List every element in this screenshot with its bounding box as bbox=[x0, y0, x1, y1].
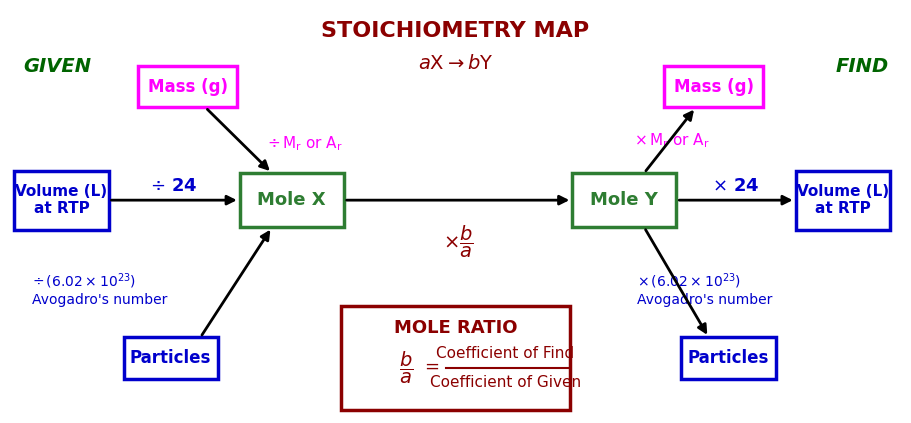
Text: Coefficient of Find: Coefficient of Find bbox=[436, 346, 574, 361]
Text: Mass (g): Mass (g) bbox=[148, 78, 228, 96]
Text: GIVEN: GIVEN bbox=[24, 58, 92, 77]
Text: FIND: FIND bbox=[835, 58, 888, 77]
FancyBboxPatch shape bbox=[240, 173, 343, 227]
Text: $\div\,(6.02\times10^{23})$
Avogadro's number: $\div\,(6.02\times10^{23})$ Avogadro's n… bbox=[32, 271, 167, 307]
Text: $\div$ 24: $\div$ 24 bbox=[150, 177, 198, 195]
Text: $\times\,\mathrm{M_r}$ or $\mathrm{A_r}$: $\times\,\mathrm{M_r}$ or $\mathrm{A_r}$ bbox=[634, 132, 710, 150]
Text: $\times\,(6.02\times10^{23})$
Avogadro's number: $\times\,(6.02\times10^{23})$ Avogadro's… bbox=[637, 271, 773, 307]
Text: $\times\dfrac{b}{a}$: $\times\dfrac{b}{a}$ bbox=[443, 224, 474, 260]
Text: Coefficient of Given: Coefficient of Given bbox=[430, 375, 580, 390]
Text: $\dfrac{b}{a}$: $\dfrac{b}{a}$ bbox=[399, 350, 413, 386]
Text: $\times$ 24: $\times$ 24 bbox=[712, 177, 760, 195]
FancyBboxPatch shape bbox=[681, 337, 775, 379]
Text: STOICHIOMETRY MAP: STOICHIOMETRY MAP bbox=[322, 21, 589, 41]
FancyBboxPatch shape bbox=[342, 306, 569, 410]
FancyBboxPatch shape bbox=[124, 337, 218, 379]
Text: $=$: $=$ bbox=[422, 357, 440, 375]
FancyBboxPatch shape bbox=[15, 170, 108, 230]
Text: $a\mathrm{X} \rightarrow b\mathrm{Y}$: $a\mathrm{X} \rightarrow b\mathrm{Y}$ bbox=[418, 55, 494, 74]
Text: $\div\,\mathrm{M_r}$ or $\mathrm{A_r}$: $\div\,\mathrm{M_r}$ or $\mathrm{A_r}$ bbox=[267, 135, 343, 153]
Text: MOLE RATIO: MOLE RATIO bbox=[394, 319, 517, 338]
FancyBboxPatch shape bbox=[664, 66, 763, 107]
Text: Particles: Particles bbox=[130, 349, 211, 367]
Text: Mole Y: Mole Y bbox=[590, 191, 659, 209]
Text: Volume (L)
at RTP: Volume (L) at RTP bbox=[15, 184, 107, 216]
Text: Particles: Particles bbox=[688, 349, 769, 367]
FancyBboxPatch shape bbox=[138, 66, 237, 107]
Text: Volume (L)
at RTP: Volume (L) at RTP bbox=[796, 184, 889, 216]
FancyBboxPatch shape bbox=[572, 173, 677, 227]
FancyBboxPatch shape bbox=[795, 170, 890, 230]
Text: Mole X: Mole X bbox=[258, 191, 326, 209]
Text: Mass (g): Mass (g) bbox=[673, 78, 753, 96]
